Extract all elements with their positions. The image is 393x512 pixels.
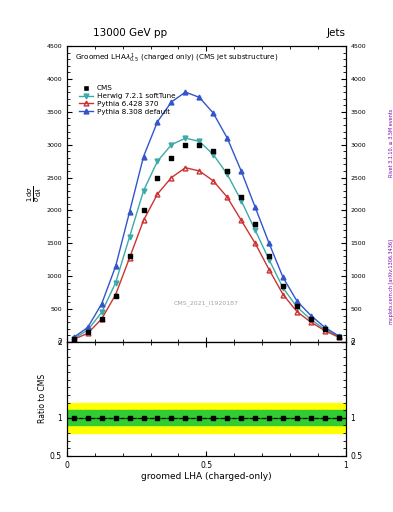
Point bbox=[182, 414, 189, 422]
Point bbox=[112, 414, 119, 422]
Y-axis label: $\frac{1}{\sigma}\frac{\mathrm{d}\sigma}{\mathrm{d}\lambda}$: $\frac{1}{\sigma}\frac{\mathrm{d}\sigma}… bbox=[25, 186, 44, 202]
Point bbox=[71, 334, 77, 343]
Text: Rivet 3.1.10, ≥ 3.5M events: Rivet 3.1.10, ≥ 3.5M events bbox=[389, 109, 393, 178]
Bar bbox=[67, 410, 346, 425]
Point bbox=[294, 414, 300, 422]
Point bbox=[294, 302, 300, 310]
Text: CMS_2021_I1920187: CMS_2021_I1920187 bbox=[174, 301, 239, 306]
Point bbox=[322, 414, 328, 422]
Point bbox=[252, 220, 258, 228]
Point bbox=[336, 414, 342, 422]
Point bbox=[168, 154, 174, 162]
Point bbox=[280, 282, 286, 290]
Text: 13000 GeV pp: 13000 GeV pp bbox=[93, 28, 167, 38]
Point bbox=[71, 414, 77, 422]
Point bbox=[280, 414, 286, 422]
Point bbox=[168, 414, 174, 422]
Bar bbox=[67, 402, 346, 433]
Text: mcplots.cern.ch [arXiv:1306.3436]: mcplots.cern.ch [arXiv:1306.3436] bbox=[389, 239, 393, 324]
Point bbox=[238, 193, 244, 201]
Point bbox=[154, 414, 161, 422]
Point bbox=[182, 141, 189, 149]
Point bbox=[266, 414, 272, 422]
Point bbox=[210, 414, 217, 422]
Point bbox=[127, 252, 133, 261]
Legend: CMS, Herwig 7.2.1 softTune, Pythia 6.428 370, Pythia 8.308 default: CMS, Herwig 7.2.1 softTune, Pythia 6.428… bbox=[79, 85, 175, 115]
Y-axis label: Ratio to CMS: Ratio to CMS bbox=[38, 374, 47, 423]
Point bbox=[252, 414, 258, 422]
Text: Jets: Jets bbox=[327, 28, 346, 38]
Point bbox=[99, 315, 105, 323]
Point bbox=[112, 292, 119, 300]
Point bbox=[140, 206, 147, 215]
Point bbox=[84, 328, 91, 336]
Text: Groomed LHA$\lambda^{1}_{0.5}$ (charged only) (CMS jet substructure): Groomed LHA$\lambda^{1}_{0.5}$ (charged … bbox=[75, 52, 279, 66]
Point bbox=[210, 147, 217, 155]
Point bbox=[154, 174, 161, 182]
Point bbox=[224, 414, 230, 422]
Point bbox=[224, 167, 230, 175]
Point bbox=[99, 414, 105, 422]
Point bbox=[308, 315, 314, 323]
Point bbox=[196, 141, 202, 149]
Point bbox=[140, 414, 147, 422]
Point bbox=[84, 414, 91, 422]
X-axis label: groomed LHA (charged-only): groomed LHA (charged-only) bbox=[141, 472, 272, 481]
Point bbox=[127, 414, 133, 422]
Point bbox=[196, 414, 202, 422]
Point bbox=[322, 325, 328, 333]
Point bbox=[336, 333, 342, 341]
Point bbox=[238, 414, 244, 422]
Point bbox=[308, 414, 314, 422]
Point bbox=[266, 252, 272, 261]
